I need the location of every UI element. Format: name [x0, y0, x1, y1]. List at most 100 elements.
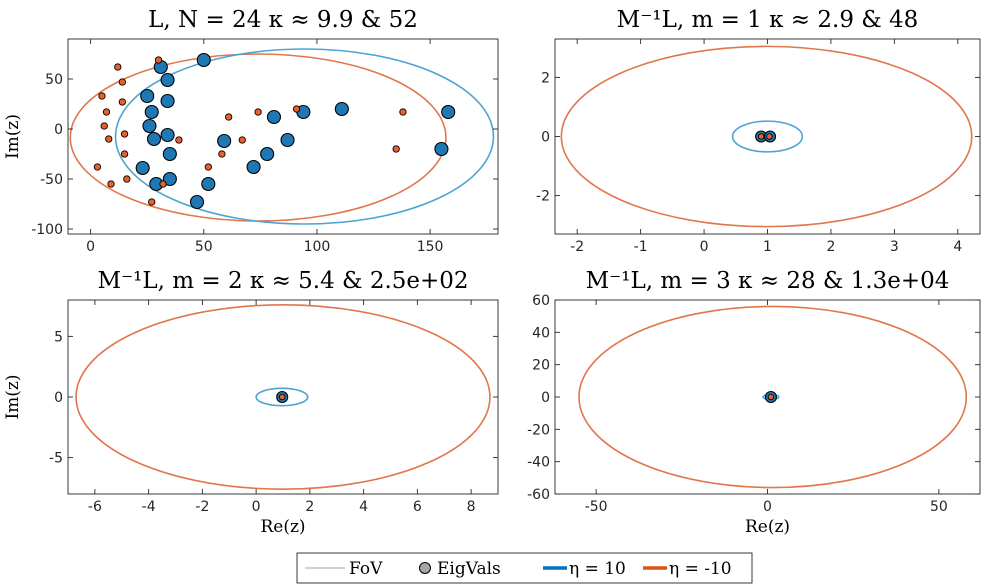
y-axis-label: Im(z) [3, 374, 23, 419]
x-tick-label: -2 [570, 239, 584, 255]
y-tick-label: 0 [541, 130, 550, 146]
eigval-point-eta-10 [246, 159, 261, 175]
fov-curve-eta-10 [255, 387, 309, 407]
y-tick-label: 40 [532, 325, 550, 341]
legend-item: EigVals [419, 559, 501, 579]
eigval-point-eta-minus-10 [93, 163, 102, 171]
eigval-point-eta-minus-10 [154, 56, 163, 64]
panel-3: M⁻¹L, m = 2 κ ≈ 5.4 & 2.5e+02 -6 -4 -2 0 2 4 6 8… [3, 268, 499, 537]
x-axis-label: Re(z) [745, 517, 790, 537]
eigval-point-eta-minus-10 [292, 105, 301, 113]
eigval-point-eta-minus-10 [399, 108, 407, 116]
panel-title: L, N = 24 κ ≈ 9.9 & 52 [148, 7, 418, 33]
eigval-point-eta-minus-10 [118, 78, 126, 86]
x-tick-label: -4 [142, 499, 156, 515]
x-tick-label: 50 [195, 239, 213, 255]
eigval-point-eta-minus-10 [120, 150, 129, 158]
legend-item: η = 10 [543, 559, 626, 579]
eigval-point-eta-10 [280, 132, 295, 148]
y-tick-label: -100 [31, 222, 63, 238]
x-tick-label: 0 [763, 499, 772, 515]
panel-4: M⁻¹L, m = 3 κ ≈ 28 & 1.3e+04 -50 0 50 -60 -40… [527, 268, 981, 537]
eigval-point-eta-10 [160, 72, 175, 88]
eigval-point-eta-minus-10 [120, 130, 129, 138]
legend-label: EigVals [437, 559, 501, 579]
eigval-point-eta-minus-10 [766, 133, 773, 140]
x-tick-label: 150 [417, 239, 444, 255]
eigval-point-eta-10 [140, 88, 155, 104]
fov-curve-eta-10 [731, 120, 804, 153]
y-tick-label: -2 [536, 189, 550, 205]
eigval-point-eta-minus-10 [100, 122, 108, 130]
eigval-point-eta-10 [441, 104, 456, 120]
x-tick-label: 4 [359, 499, 368, 515]
eigval-point-eta-10 [260, 146, 275, 162]
eigval-point-eta-10 [162, 146, 177, 162]
eigval-point-eta-10 [217, 133, 232, 149]
y-tick-label: -50 [40, 172, 63, 188]
y-tick-label: 20 [532, 358, 550, 374]
fov-curve-eta-minus-10 [560, 45, 973, 228]
x-tick-label: -6 [88, 499, 102, 515]
eigval-point-eta-minus-10 [757, 133, 765, 140]
eigval-point-eta-10 [266, 109, 281, 125]
eigval-point-eta-minus-10 [218, 150, 226, 158]
x-tick-label: -2 [195, 499, 209, 515]
fov-curve-eta-minus-10 [75, 304, 491, 490]
legend-label: η = -10 [669, 559, 732, 579]
fov-curve-eta-minus-10 [578, 305, 968, 489]
y-tick-label: 5 [54, 329, 63, 345]
axes-box [67, 38, 499, 235]
panel-title: M⁻¹L, m = 2 κ ≈ 5.4 & 2.5e+02 [97, 268, 468, 294]
panel-title: M⁻¹L, m = 1 κ ≈ 2.9 & 48 [617, 7, 919, 33]
legend-item: η = -10 [643, 559, 732, 579]
eigval-point-eta-10 [334, 101, 349, 117]
legend-label: FoV [349, 559, 383, 579]
x-tick-label: 6 [413, 499, 422, 515]
eigval-point-eta-10 [162, 171, 177, 187]
y-tick-label: -40 [527, 455, 550, 471]
y-axis-label: Im(z) [3, 114, 23, 159]
y-tick-label: 0 [54, 122, 63, 138]
y-tick-label: 2 [541, 70, 550, 86]
legend-box [296, 552, 753, 584]
legend-item: FoV [305, 559, 383, 579]
eigval-point-eta-minus-10 [148, 198, 156, 206]
x-tick-label: 0 [252, 499, 261, 515]
y-tick-label: 0 [54, 390, 63, 406]
eigval-point-eta-10 [142, 118, 157, 134]
y-tick-label: -5 [49, 451, 63, 467]
eigval-point-eta-10 [196, 52, 211, 68]
eigval-point-eta-minus-10 [107, 180, 115, 188]
x-axis-label: Re(z) [260, 517, 305, 537]
x-tick-label: 50 [930, 499, 948, 515]
eigval-point-eta-minus-10 [204, 163, 212, 171]
x-tick-label: 4 [953, 239, 962, 255]
eigval-point-eta-minus-10 [175, 136, 183, 144]
plot-area [560, 45, 973, 228]
eigval-point-eta-minus-10 [254, 108, 262, 116]
x-tick-label: -1 [634, 239, 648, 255]
eigval-point-eta-10 [434, 141, 449, 157]
eigval-point-eta-10 [135, 160, 150, 176]
eigval-point-eta-minus-10 [114, 63, 122, 71]
eigval-point-eta-10 [160, 127, 175, 143]
eigval-point-eta-10 [201, 176, 216, 192]
eigval-point-eta-10 [144, 104, 159, 120]
x-tick-label: 2 [305, 499, 314, 515]
eigval-point-eta-minus-10 [767, 393, 775, 401]
eigval-point-eta-minus-10 [278, 393, 286, 401]
eigval-point-eta-minus-10 [102, 108, 111, 116]
fov-curve-eta-minus-10 [69, 53, 447, 222]
eigval-point-eta-minus-10 [238, 136, 246, 144]
y-tick-label: 60 [532, 293, 550, 309]
eigval-point-eta-minus-10 [123, 175, 131, 183]
eigval-point-eta-10 [160, 93, 175, 109]
eigval-point-eta-minus-10 [105, 135, 113, 143]
legend-eigval-marker [419, 562, 431, 574]
x-tick-label: 0 [700, 239, 709, 255]
y-tick-label: 50 [45, 72, 63, 88]
legend-label: η = 10 [569, 559, 626, 579]
y-tick-label: -60 [527, 487, 550, 503]
x-tick-label: 3 [890, 239, 899, 255]
